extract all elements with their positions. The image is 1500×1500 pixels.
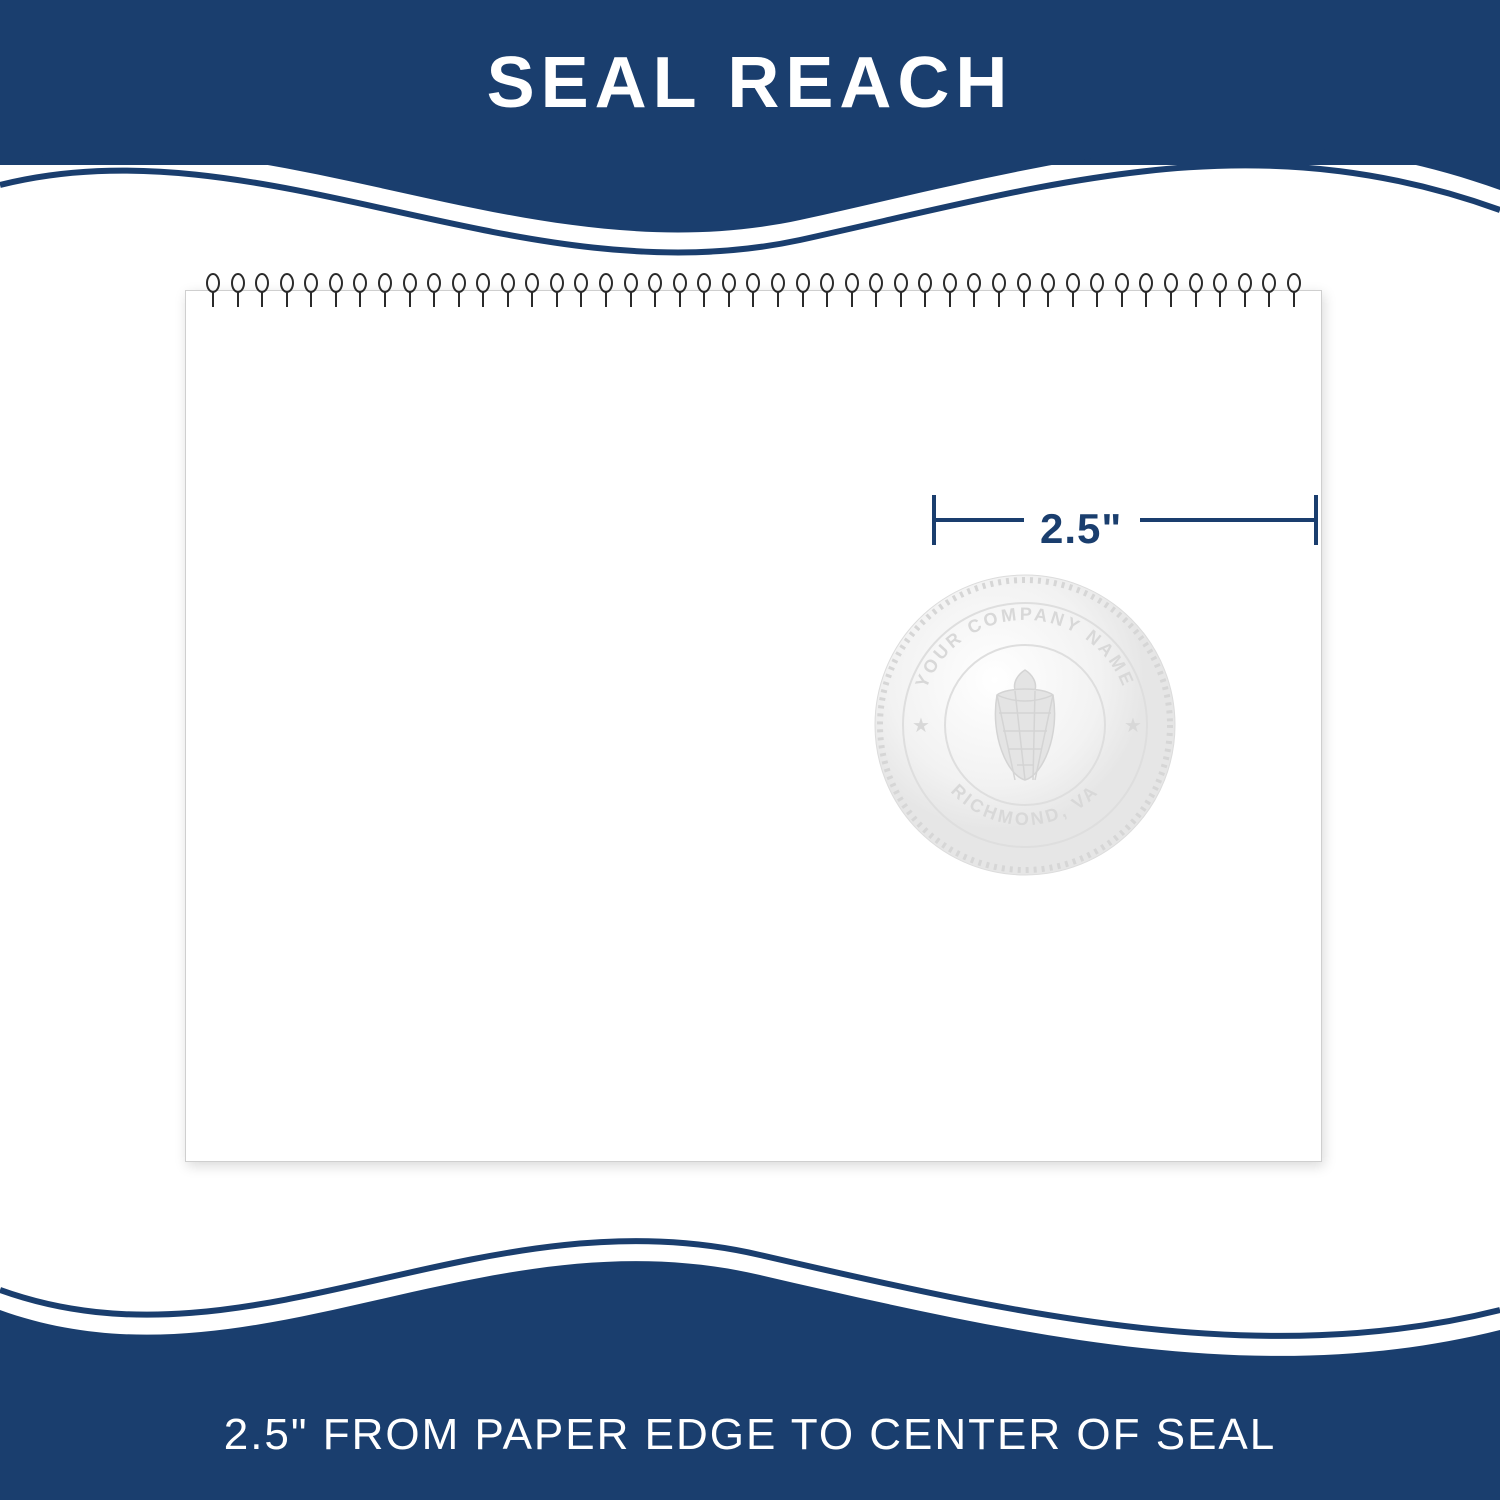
spiral-ring [353, 273, 367, 309]
spiral-ring [1066, 273, 1080, 309]
spiral-ring [1090, 273, 1104, 309]
spiral-ring [304, 273, 318, 309]
footer-text: 2.5" FROM PAPER EDGE TO CENTER OF SEAL [224, 1410, 1277, 1460]
spiral-ring [255, 273, 269, 309]
spiral-ring [697, 273, 711, 309]
spiral-ring [403, 273, 417, 309]
footer-band: 2.5" FROM PAPER EDGE TO CENTER OF SEAL [0, 1370, 1500, 1500]
spiral-ring [574, 273, 588, 309]
svg-text:★: ★ [912, 715, 930, 737]
header-title: SEAL REACH [487, 42, 1014, 124]
spiral-binding [206, 273, 1301, 313]
spiral-ring [599, 273, 613, 309]
embossed-seal: YOUR COMPANY NAME RICHMOND, VA ★ ★ [870, 570, 1180, 880]
infographic-container: SEAL REACH 2.5" [0, 0, 1500, 1500]
measurement-bracket [930, 490, 1320, 550]
spiral-ring [918, 273, 932, 309]
spiral-ring [280, 273, 294, 309]
spiral-ring [378, 273, 392, 309]
spiral-ring [501, 273, 515, 309]
spiral-ring [1139, 273, 1153, 309]
spiral-ring [206, 273, 220, 309]
spiral-ring [476, 273, 490, 309]
spiral-ring [1115, 273, 1129, 309]
spiral-ring [796, 273, 810, 309]
svg-text:★: ★ [1124, 715, 1142, 737]
spiral-ring [722, 273, 736, 309]
spiral-ring [1017, 273, 1031, 309]
spiral-ring [746, 273, 760, 309]
spiral-ring [992, 273, 1006, 309]
measurement-label: 2.5" [1040, 505, 1122, 553]
spiral-ring [1213, 273, 1227, 309]
spiral-ring [550, 273, 564, 309]
spiral-ring [820, 273, 834, 309]
spiral-ring [525, 273, 539, 309]
spiral-ring [452, 273, 466, 309]
spiral-ring [1287, 273, 1301, 309]
spiral-ring [869, 273, 883, 309]
spiral-ring [894, 273, 908, 309]
spiral-ring [1041, 273, 1055, 309]
spiral-ring [967, 273, 981, 309]
spiral-ring [1164, 273, 1178, 309]
spiral-ring [943, 273, 957, 309]
spiral-ring [329, 273, 343, 309]
spiral-ring [845, 273, 859, 309]
spiral-ring [231, 273, 245, 309]
spiral-ring [427, 273, 441, 309]
bottom-wave-decoration [0, 1190, 1500, 1370]
spiral-ring [1189, 273, 1203, 309]
spiral-ring [624, 273, 638, 309]
spiral-ring [673, 273, 687, 309]
spiral-ring [1262, 273, 1276, 309]
spiral-ring [771, 273, 785, 309]
spiral-ring [1238, 273, 1252, 309]
spiral-ring [648, 273, 662, 309]
